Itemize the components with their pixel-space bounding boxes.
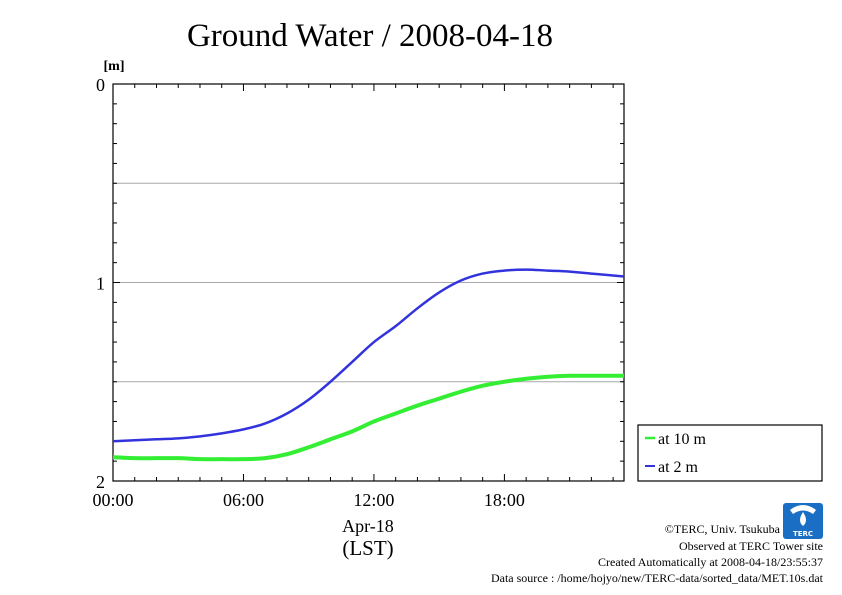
legend: at 10 m at 2 m xyxy=(637,424,823,482)
y-tick-label-2: 2 xyxy=(96,472,105,492)
legend-label-10m: at 10 m xyxy=(658,431,707,448)
credit-data-source: Data source : /home/hojyo/new/TERC-data/… xyxy=(491,571,824,585)
logo-text: TERC xyxy=(793,530,813,538)
legend-label-2m: at 2 m xyxy=(658,459,699,476)
series-line-at10m xyxy=(112,373,624,462)
x-axis-date-label: Apr-18 xyxy=(342,516,394,536)
y-axis-unit-label: [m] xyxy=(104,59,125,74)
x-tick-label-0: 00:00 xyxy=(92,490,133,510)
x-axis-timezone-label: (LST) xyxy=(342,536,393,560)
grid-lines xyxy=(113,182,624,383)
series-line-at2m xyxy=(112,268,625,443)
data-series xyxy=(112,268,625,462)
x-tick-label-3: 18:00 xyxy=(484,490,525,510)
x-tick-label-1: 06:00 xyxy=(223,490,264,510)
y-tick-label-1: 1 xyxy=(96,274,105,294)
chart-title: Ground Water / 2008-04-18 xyxy=(187,18,553,54)
credit-copyright: ©TERC, Univ. Tsukuba xyxy=(665,522,781,536)
logo-drop-icon xyxy=(800,512,806,526)
y-tick-label-0: 0 xyxy=(96,75,105,95)
credit-observed: Observed at TERC Tower site xyxy=(679,539,823,553)
terc-logo: TERC xyxy=(783,503,823,539)
credit-created: Created Automatically at 2008-04-18/23:5… xyxy=(598,555,823,569)
legend-box xyxy=(637,424,823,482)
x-tick-label-2: 12:00 xyxy=(353,490,394,510)
logo-arc xyxy=(790,505,816,514)
axis-ticks: 0 1 200:00 06:00 12:00 18:00 xyxy=(92,75,624,510)
